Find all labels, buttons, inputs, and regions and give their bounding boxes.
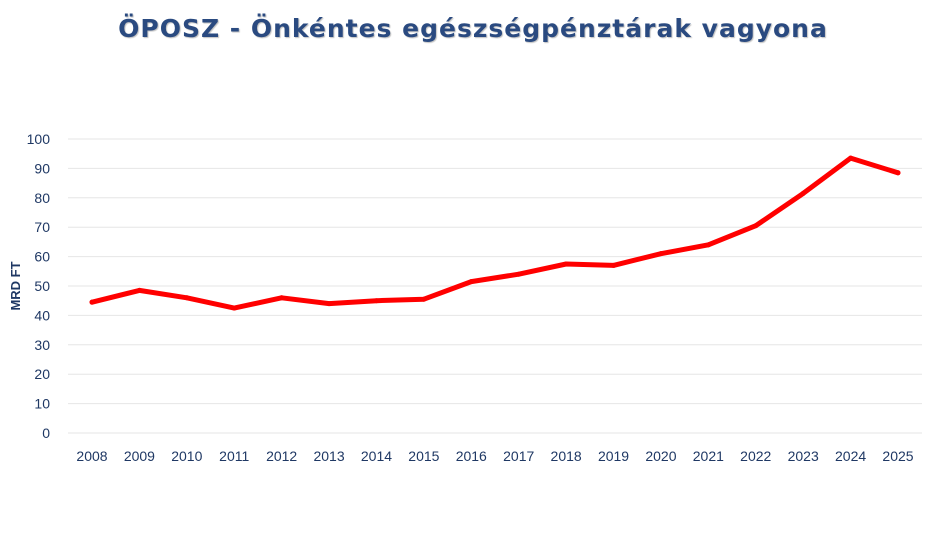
x-tick-label: 2011: [219, 448, 249, 464]
y-tick-label: 60: [34, 249, 50, 265]
y-axis-label: MRD FT: [8, 261, 23, 310]
x-tick-label: 2015: [408, 448, 439, 464]
y-tick-label: 80: [34, 190, 50, 206]
series-line: [89, 155, 901, 311]
x-tick-labels: 2008 2009 2010 2011 2012 2013 2014 2015 2016 2017…: [76, 448, 913, 464]
y-tick-label: 10: [34, 396, 50, 412]
data-point: [658, 251, 664, 257]
y-tick-label: 0: [42, 425, 50, 441]
x-tick-label: 2023: [788, 448, 819, 464]
x-tick-label: 2009: [124, 448, 155, 464]
x-tick-label: 2022: [740, 448, 771, 464]
series-layer: [89, 155, 901, 311]
data-point: [705, 242, 711, 248]
x-tick-label: 2017: [503, 448, 534, 464]
y-tick-label: 40: [34, 307, 50, 323]
grid-layer: [68, 138, 922, 434]
y-tick-label: 50: [34, 278, 50, 294]
x-tick-label: 2025: [882, 448, 913, 464]
y-tick-label: 70: [34, 219, 50, 235]
data-point: [89, 299, 95, 305]
x-tick-label: 2018: [551, 448, 582, 464]
x-tick-label: 2014: [361, 448, 392, 464]
x-tick-label: 2020: [645, 448, 676, 464]
data-point: [753, 223, 759, 229]
y-tick-label: 90: [34, 160, 50, 176]
y-tick-label: 30: [34, 337, 50, 353]
data-point: [895, 170, 901, 176]
x-tick-label: 2008: [76, 448, 107, 464]
data-point: [516, 271, 522, 277]
data-point: [421, 296, 427, 302]
data-point: [800, 190, 806, 196]
y-tick-label: 20: [34, 366, 50, 382]
data-point: [279, 295, 285, 301]
x-tick-label: 2024: [835, 448, 866, 464]
chart-title: ÖPOSZ - Önkéntes egészségpénztárak vagyo…: [118, 14, 828, 43]
data-point: [326, 301, 332, 307]
y-tick-labels: 0 10 20 30 40 50 60 70 80 90 100: [27, 131, 51, 441]
y-tick-label: 100: [27, 131, 51, 147]
data-point: [373, 298, 379, 304]
x-tick-label: 2013: [313, 448, 344, 464]
x-tick-label: 2019: [598, 448, 629, 464]
data-point: [136, 287, 142, 293]
x-tick-label: 2012: [266, 448, 297, 464]
data-point: [848, 155, 854, 161]
x-tick-label: 2010: [171, 448, 202, 464]
data-point: [563, 261, 569, 267]
data-point: [231, 305, 237, 311]
x-tick-label: 2021: [693, 448, 724, 464]
x-tick-label: 2016: [456, 448, 487, 464]
data-point: [184, 295, 190, 301]
data-point: [468, 279, 474, 285]
data-point: [611, 262, 617, 268]
